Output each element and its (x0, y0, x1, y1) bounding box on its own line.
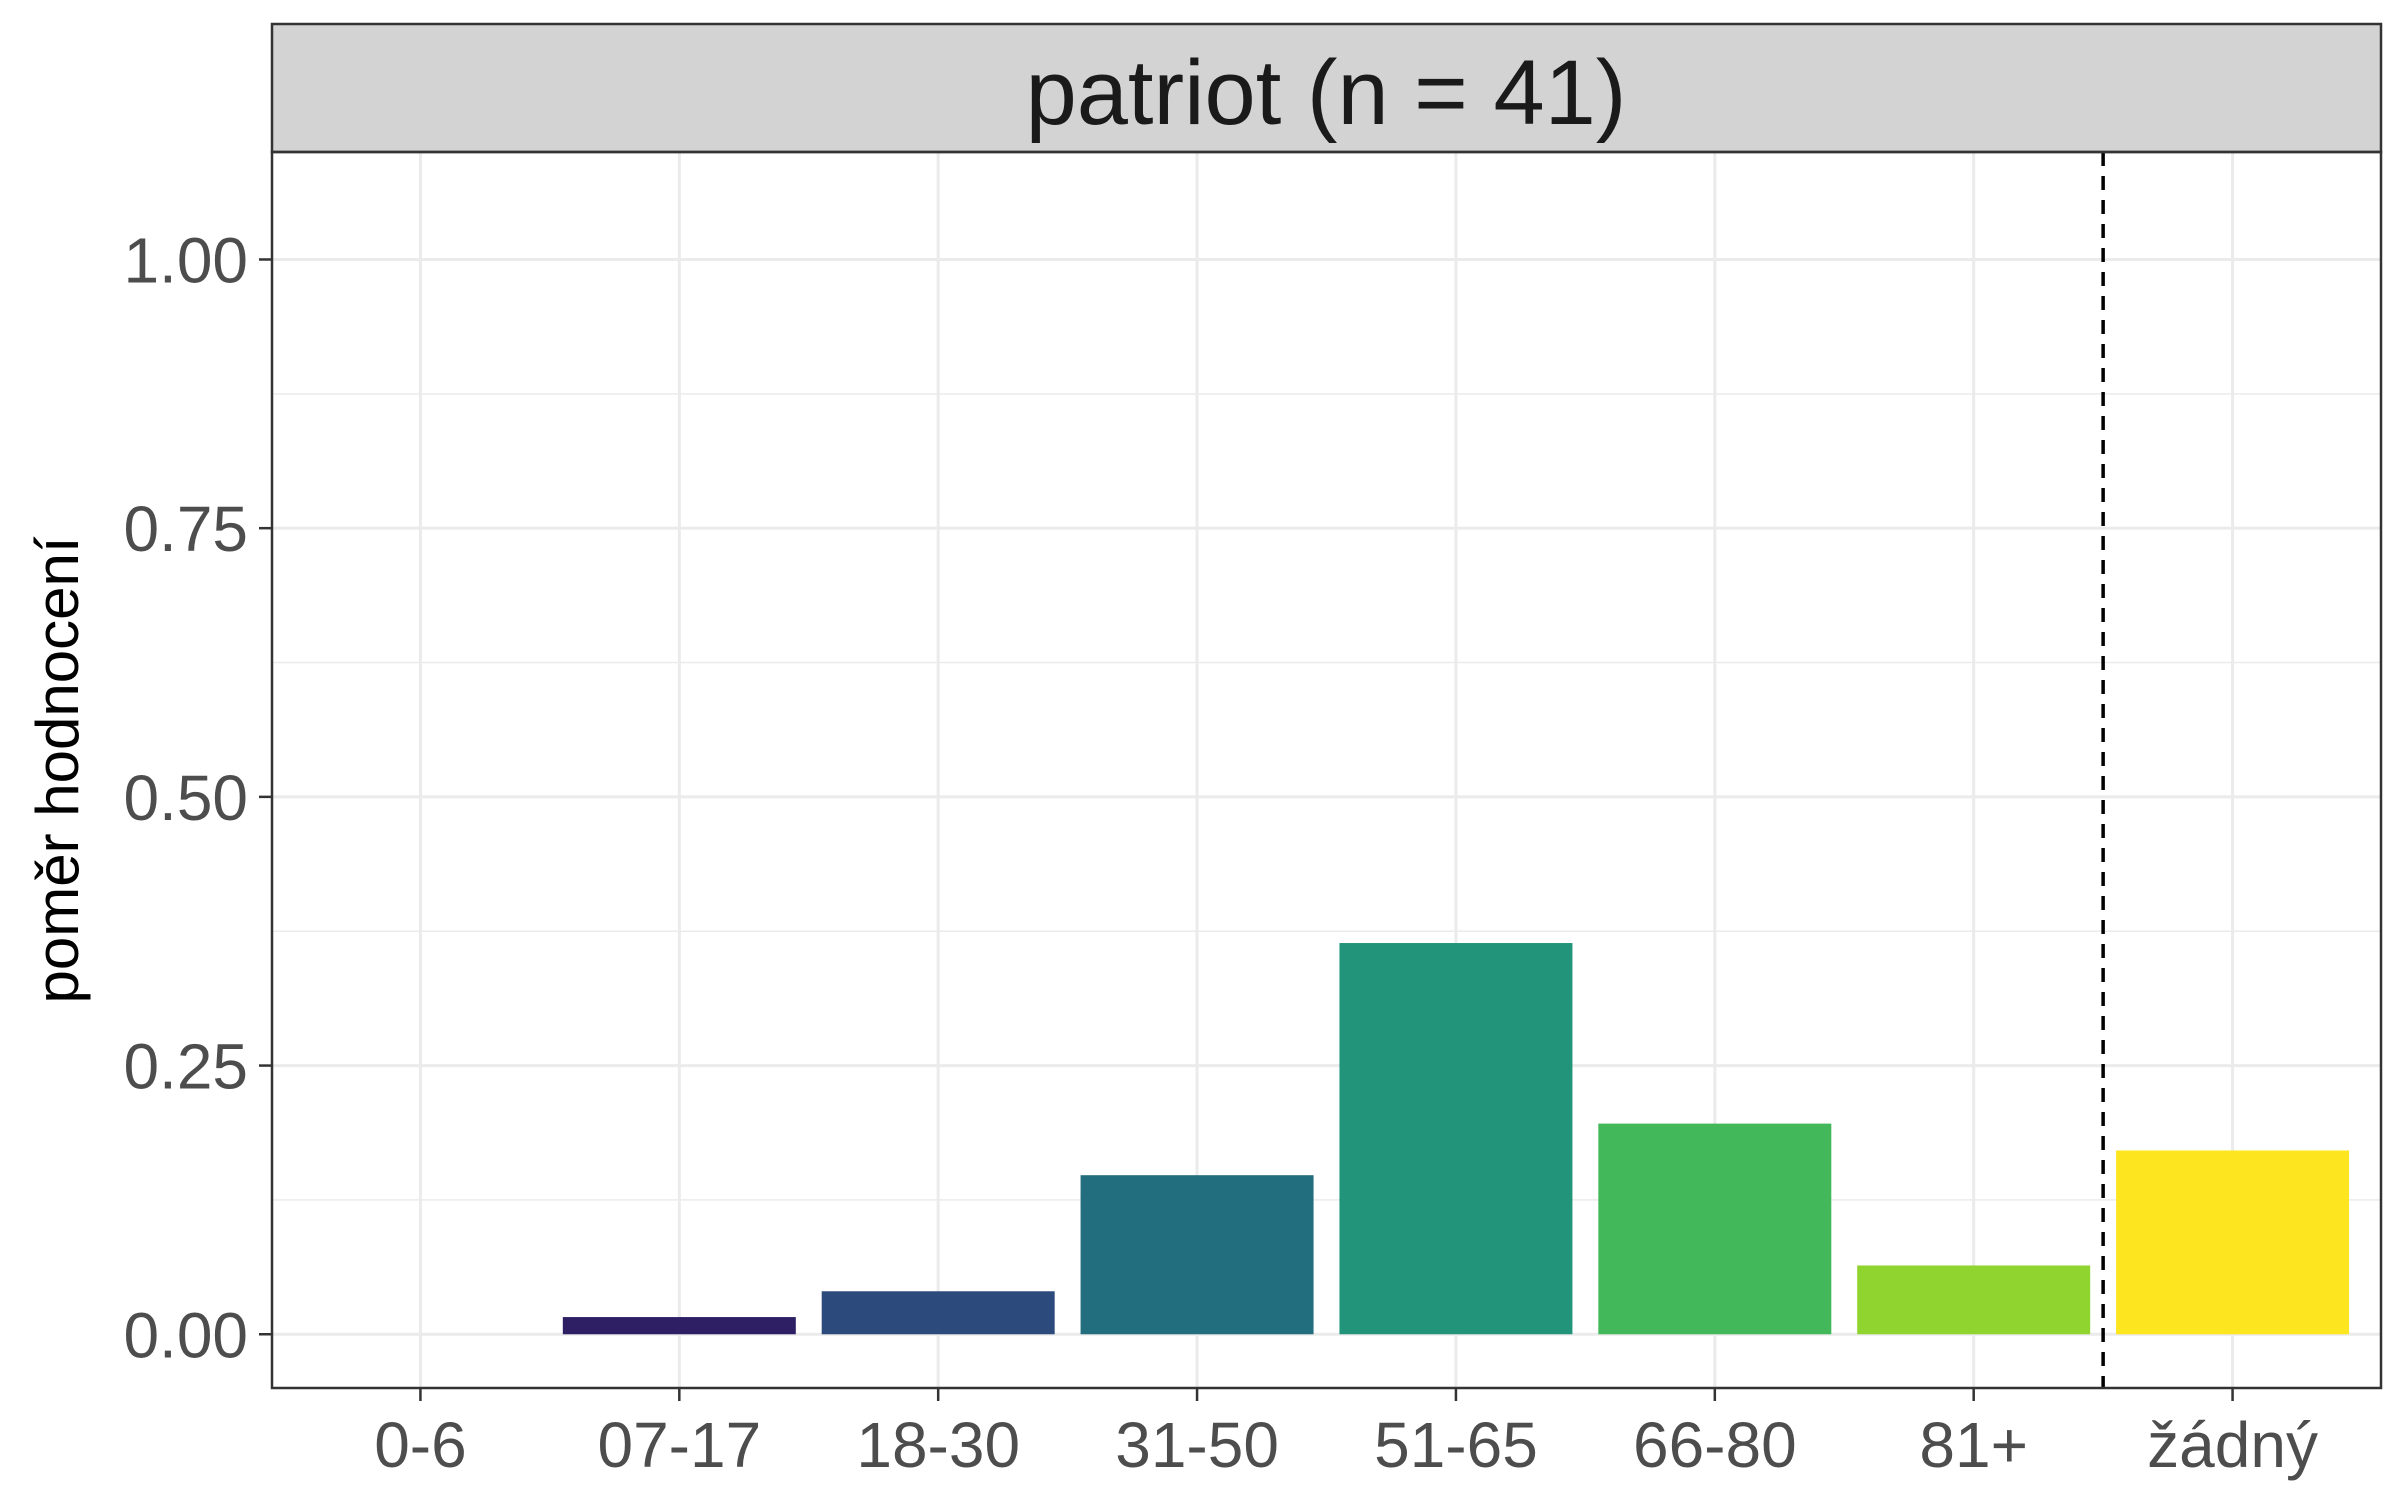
grid-lines (272, 152, 2381, 1388)
bars (562, 943, 2350, 1335)
x-tick-label: 51-65 (1374, 1409, 1538, 1481)
y-axis: 0.00 0.25 0.50 0.75 1.00 (123, 224, 272, 1371)
bar-31-50 (1080, 1175, 1314, 1335)
y-axis-title: poměr hodnocení (24, 536, 91, 1003)
bar-66-80 (1598, 1123, 1832, 1335)
y-tick-label: 0.75 (123, 493, 248, 565)
facet-strip (272, 24, 2381, 152)
x-axis: 0-6 07-17 18-30 31-50 51-65 66-80 81+ žádný (374, 1388, 2318, 1481)
y-tick-label: 0.25 (123, 1031, 248, 1103)
x-tick-label: 81+ (1919, 1409, 2028, 1481)
plot-panel (272, 152, 2381, 1388)
x-tick-label: 66-80 (1633, 1409, 1797, 1481)
x-tick-label: 18-30 (856, 1409, 1020, 1481)
x-tick-label: 31-50 (1115, 1409, 1279, 1481)
x-tick-label: 0-6 (374, 1409, 467, 1481)
bar-žádný (2116, 1150, 2350, 1335)
y-tick-label: 0.00 (123, 1299, 248, 1371)
bar-07-17 (562, 1317, 796, 1335)
x-tick-label: žádný (2147, 1409, 2318, 1481)
bar-51-65 (1339, 943, 1573, 1335)
x-tick-label: 07-17 (597, 1409, 761, 1481)
bar-81+ (1857, 1265, 2091, 1335)
y-tick-label: 1.00 (123, 224, 248, 296)
facet-title: patriot (n = 41) (1026, 42, 1627, 144)
bar-18-30 (821, 1291, 1055, 1335)
facet-strip-border (270, 22, 2383, 154)
y-tick-label: 0.50 (123, 762, 248, 834)
